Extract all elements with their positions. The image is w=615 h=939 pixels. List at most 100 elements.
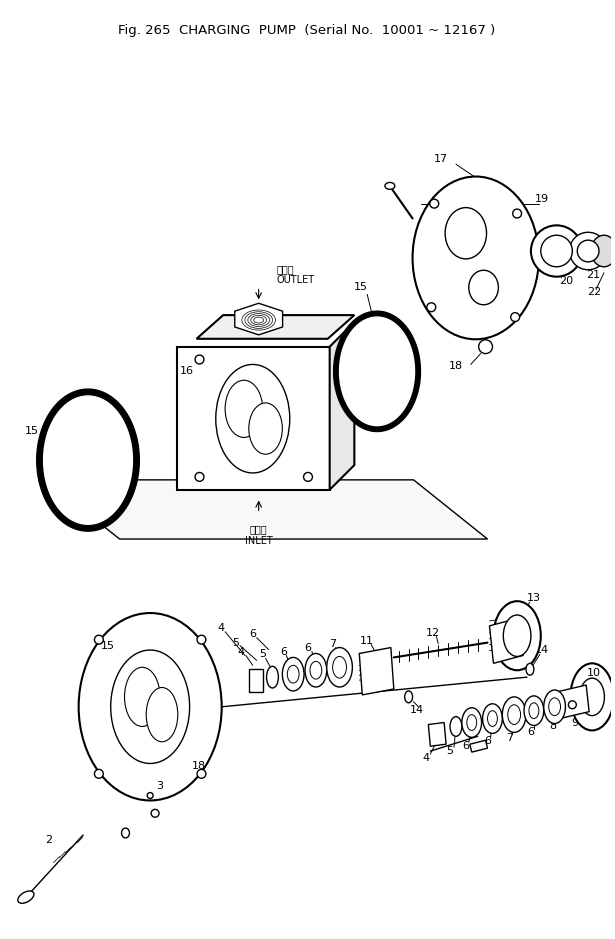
- Polygon shape: [470, 740, 488, 752]
- Text: 14: 14: [410, 704, 424, 715]
- Ellipse shape: [580, 678, 605, 716]
- Ellipse shape: [197, 769, 206, 778]
- Ellipse shape: [529, 702, 539, 718]
- Ellipse shape: [467, 715, 477, 731]
- Ellipse shape: [524, 696, 544, 726]
- Polygon shape: [177, 346, 330, 490]
- Polygon shape: [197, 316, 354, 339]
- Text: 7: 7: [329, 639, 336, 649]
- Text: 6: 6: [249, 629, 256, 639]
- Ellipse shape: [197, 635, 206, 644]
- Text: 5: 5: [232, 638, 239, 648]
- Ellipse shape: [430, 199, 438, 208]
- Text: 10: 10: [587, 669, 601, 678]
- Polygon shape: [428, 722, 446, 747]
- Ellipse shape: [216, 364, 290, 473]
- Ellipse shape: [282, 657, 304, 691]
- Ellipse shape: [111, 650, 189, 763]
- Text: 22: 22: [587, 287, 601, 298]
- Ellipse shape: [478, 340, 493, 354]
- Text: 20: 20: [560, 275, 574, 285]
- Polygon shape: [330, 322, 354, 490]
- Ellipse shape: [310, 661, 322, 679]
- Ellipse shape: [122, 828, 129, 838]
- Ellipse shape: [544, 690, 565, 724]
- Ellipse shape: [413, 177, 539, 339]
- Ellipse shape: [450, 716, 462, 736]
- Ellipse shape: [502, 697, 526, 732]
- Ellipse shape: [333, 656, 346, 678]
- Text: 4: 4: [237, 648, 245, 657]
- Ellipse shape: [195, 472, 204, 482]
- Text: 5: 5: [259, 650, 266, 659]
- Text: 12: 12: [426, 628, 440, 638]
- Text: 4: 4: [423, 753, 430, 763]
- Ellipse shape: [405, 691, 413, 702]
- Ellipse shape: [146, 687, 178, 742]
- Ellipse shape: [488, 711, 498, 727]
- Ellipse shape: [469, 270, 498, 305]
- Ellipse shape: [483, 704, 502, 733]
- Ellipse shape: [493, 601, 541, 670]
- Text: 8: 8: [549, 721, 556, 731]
- Text: 11: 11: [360, 636, 374, 646]
- Text: 15: 15: [101, 640, 115, 651]
- Text: 13: 13: [527, 593, 541, 603]
- Polygon shape: [334, 311, 421, 432]
- Text: 3: 3: [157, 780, 164, 791]
- Polygon shape: [46, 480, 488, 539]
- Text: 15: 15: [25, 425, 39, 436]
- Ellipse shape: [287, 666, 299, 683]
- Text: 7: 7: [506, 733, 513, 744]
- Ellipse shape: [266, 667, 279, 688]
- Ellipse shape: [531, 225, 582, 277]
- Polygon shape: [339, 317, 415, 425]
- Text: 18: 18: [449, 362, 463, 372]
- Polygon shape: [557, 685, 589, 718]
- Text: 15: 15: [354, 283, 368, 293]
- Ellipse shape: [591, 235, 615, 267]
- Ellipse shape: [305, 654, 327, 687]
- Text: 14: 14: [534, 644, 549, 654]
- Ellipse shape: [577, 240, 599, 262]
- Ellipse shape: [541, 235, 573, 267]
- Ellipse shape: [151, 809, 159, 817]
- Ellipse shape: [18, 891, 34, 903]
- Text: 5: 5: [446, 747, 453, 756]
- Text: 4: 4: [218, 623, 224, 633]
- Ellipse shape: [508, 705, 520, 725]
- Ellipse shape: [95, 769, 103, 778]
- Text: 6: 6: [304, 642, 311, 653]
- Polygon shape: [249, 670, 263, 692]
- Ellipse shape: [427, 302, 436, 312]
- Ellipse shape: [327, 648, 352, 687]
- Text: Fig. 265  CHARGING  PUMP  (Serial No.  10001 ~ 12167 ): Fig. 265 CHARGING PUMP (Serial No. 10001…: [118, 24, 496, 38]
- Polygon shape: [359, 648, 394, 695]
- Text: 21: 21: [586, 269, 600, 280]
- Text: 粧出口
OUTLET: 粧出口 OUTLET: [276, 264, 314, 285]
- Text: 16: 16: [180, 366, 194, 377]
- Ellipse shape: [195, 355, 204, 364]
- Text: 18: 18: [191, 761, 205, 771]
- Ellipse shape: [385, 182, 395, 190]
- Ellipse shape: [95, 635, 103, 644]
- Polygon shape: [44, 396, 132, 524]
- Text: 6: 6: [528, 728, 534, 737]
- Polygon shape: [490, 618, 523, 663]
- Ellipse shape: [568, 700, 576, 709]
- Ellipse shape: [79, 613, 221, 800]
- Ellipse shape: [526, 663, 534, 675]
- Ellipse shape: [225, 380, 263, 438]
- Text: 6: 6: [462, 741, 469, 751]
- Text: 吸込口
INLET: 吸込口 INLET: [245, 524, 272, 546]
- Ellipse shape: [462, 708, 482, 737]
- Text: 17: 17: [434, 154, 448, 164]
- Ellipse shape: [147, 793, 153, 798]
- Text: 19: 19: [534, 193, 549, 204]
- Ellipse shape: [510, 313, 520, 321]
- Text: 2: 2: [45, 835, 52, 845]
- Ellipse shape: [445, 208, 486, 259]
- Polygon shape: [235, 303, 282, 335]
- Text: 6: 6: [484, 736, 491, 747]
- Ellipse shape: [304, 472, 312, 482]
